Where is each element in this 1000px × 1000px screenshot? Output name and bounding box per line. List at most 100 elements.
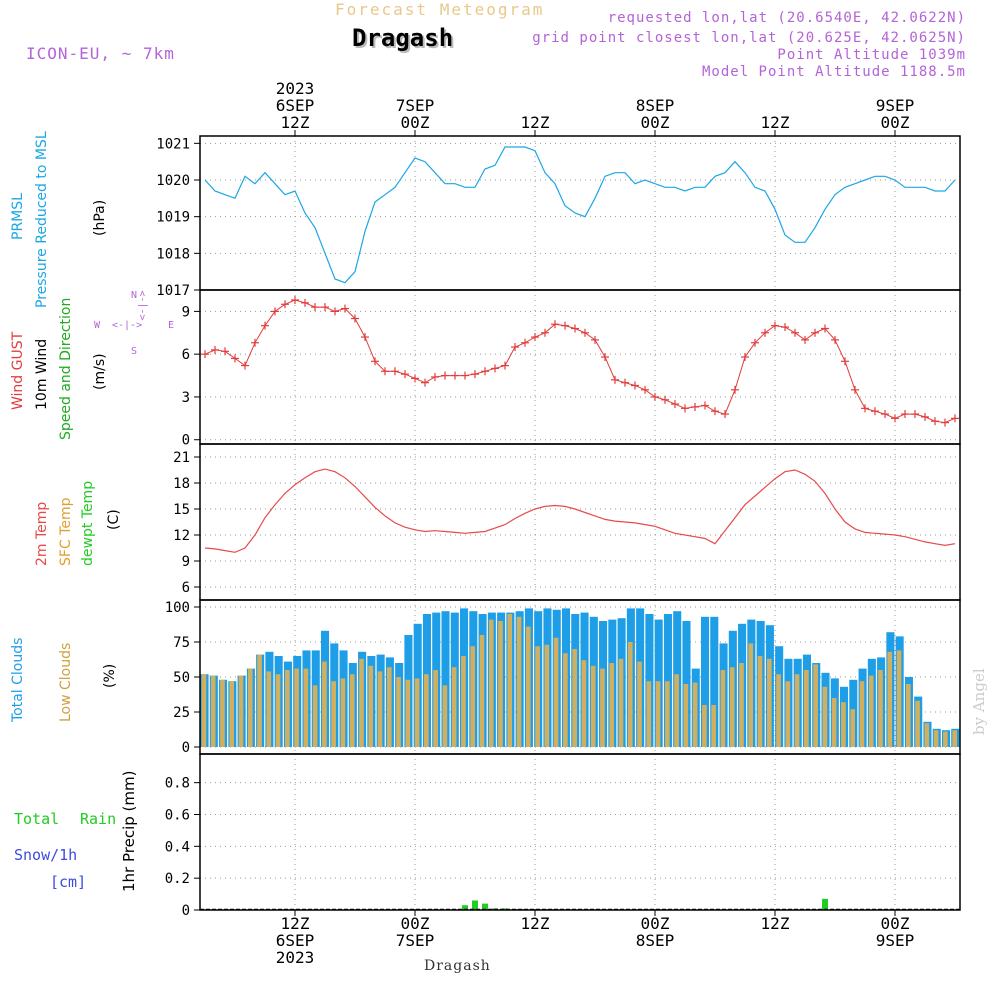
gust-marker	[481, 367, 489, 376]
gust-marker	[411, 374, 419, 383]
gust-marker	[351, 314, 359, 323]
low-cloud-bar	[627, 642, 633, 747]
low-cloud-bar	[294, 668, 299, 747]
gust-marker	[631, 381, 639, 390]
low-cloud-bar	[655, 681, 661, 747]
toplabels-line: 12Z	[280, 113, 310, 132]
temp-label-unit: (C)	[106, 509, 122, 530]
low-cloud-bar	[368, 665, 374, 747]
gust-marker	[391, 367, 399, 376]
low-cloud-bar	[822, 686, 828, 747]
low-cloud-bar	[905, 684, 911, 747]
low-cloud-bar	[831, 698, 837, 747]
gust-marker	[491, 364, 499, 373]
gust-marker	[381, 367, 389, 376]
wind-label-unit: (m/s)	[92, 353, 108, 390]
low-cloud-bar	[285, 670, 290, 747]
point-altitude: Point Altitude 1039m	[777, 47, 966, 63]
gust-marker	[901, 410, 909, 419]
low-cloud-bar	[220, 679, 225, 747]
gust-marker	[211, 345, 219, 354]
compass-arrow-we: <-|->	[112, 320, 143, 331]
t2m-line	[204, 468, 956, 553]
compass-s: S	[131, 346, 138, 357]
gust-marker	[281, 300, 289, 309]
low-cloud-bar	[757, 656, 763, 747]
toplabels-line: 7SEP	[395, 96, 435, 115]
gust-marker	[801, 335, 809, 344]
total-cloud-bar	[441, 611, 450, 747]
low-cloud-bar	[442, 685, 448, 747]
gust-marker	[431, 372, 439, 381]
gust-marker	[241, 361, 249, 370]
temp-ytick-label-2: 12	[173, 528, 190, 544]
compass-e: E	[168, 320, 175, 331]
gust-marker	[441, 371, 449, 380]
botlabels-line: 2023	[275, 948, 315, 967]
precip-ytick-label-0: 0	[182, 903, 190, 919]
gust-marker	[891, 414, 899, 423]
toplabels-line: 9SEP	[875, 96, 915, 115]
gust-marker	[841, 357, 849, 366]
low-cloud-bar	[451, 667, 457, 747]
rain-bar	[822, 898, 828, 910]
gust-marker	[541, 328, 549, 337]
clouds-label-unit: (%)	[102, 663, 118, 688]
precip-label-cm: [cm]	[50, 873, 87, 891]
temp-ytick-label-3: 15	[173, 502, 190, 518]
low-cloud-bar	[238, 675, 244, 747]
low-cloud-bar	[785, 681, 791, 747]
gust-marker	[501, 361, 509, 370]
low-cloud-bar	[461, 656, 466, 747]
low-cloud-bar	[201, 674, 207, 747]
low-cloud-bar	[386, 667, 392, 747]
gust-marker	[311, 303, 319, 312]
low-cloud-bar	[303, 668, 309, 747]
botlabels-line: 8SEP	[635, 931, 675, 950]
compass-arrow-ns: <-|->	[137, 290, 149, 321]
gust-marker	[821, 324, 829, 333]
toplabels-line: 12Z	[520, 113, 550, 132]
low-cloud-bar	[488, 619, 494, 747]
low-cloud-bar	[933, 730, 939, 747]
low-cloud-bar	[748, 643, 754, 747]
total-cloud-bar	[645, 614, 654, 747]
wind-label-gust: Wind GUST	[10, 331, 26, 410]
toplabels-line: 8SEP	[635, 96, 675, 115]
low-cloud-bar	[692, 682, 698, 747]
temp-label-dewpt: dewpt Temp	[80, 480, 96, 566]
precip-label-total: Total	[14, 810, 60, 828]
low-cloud-bar	[331, 681, 336, 747]
rain-bar	[502, 908, 508, 910]
gust-marker	[341, 304, 349, 313]
low-cloud-bar	[776, 674, 781, 747]
wind-ytick-label-2: 6	[182, 347, 190, 363]
gust-marker	[421, 378, 429, 387]
gust-marker	[451, 371, 459, 380]
wind-panel-frame	[199, 289, 961, 445]
grid-point-coords: grid point closest lon,lat (20.625E, 42.…	[532, 30, 966, 46]
gust-marker	[781, 323, 789, 332]
low-cloud-bar	[859, 681, 865, 747]
low-cloud-bar	[618, 658, 624, 747]
gust-marker	[251, 338, 259, 347]
gust-marker	[331, 307, 339, 316]
gust-marker	[791, 328, 799, 337]
wind-label-direction: Speed and Direction	[58, 297, 74, 440]
low-cloud-bar	[553, 637, 559, 747]
gust-marker	[201, 350, 209, 359]
botlabels-line: 12Z	[280, 914, 310, 933]
gust-marker	[761, 328, 769, 337]
low-cloud-bar	[414, 678, 420, 747]
low-cloud-bar	[841, 702, 846, 747]
toplabels-line: 12Z	[760, 113, 790, 132]
low-cloud-bar	[312, 685, 318, 747]
precip-ytick-label-1: 0.2	[165, 871, 190, 887]
gust-marker	[871, 407, 879, 416]
botlabels-line: 12Z	[520, 914, 550, 933]
low-cloud-bar	[804, 670, 809, 747]
botlabels-line: 7SEP	[395, 931, 435, 950]
gust-marker	[951, 414, 959, 423]
gust-marker	[671, 400, 679, 409]
